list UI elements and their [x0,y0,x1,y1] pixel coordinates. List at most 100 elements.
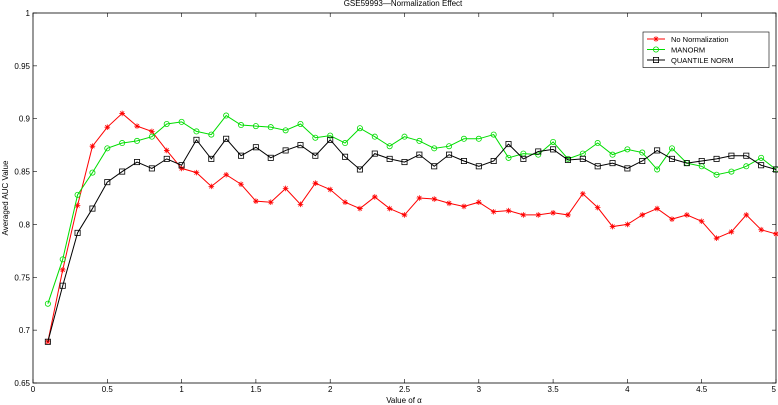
x-tick-label: 4 [625,385,630,394]
data-point [282,127,289,134]
data-point [356,166,363,173]
legend-swatch-marker [653,57,660,64]
data-point [579,155,586,162]
data-point [163,155,170,162]
data-point [639,157,646,164]
data-point [416,137,423,144]
data-point [401,159,408,166]
data-point [193,128,200,135]
data-point [327,186,333,193]
data-point [431,163,438,170]
data-point [728,168,735,175]
data-point [386,143,393,150]
series-1 [44,112,778,307]
data-point [431,145,438,152]
data-point [401,133,408,140]
data-point [639,212,646,218]
data-point [59,256,66,263]
data-point [134,137,141,144]
data-point [698,218,705,225]
data-point [253,198,259,204]
x-tick-label: 1.5 [250,385,262,394]
data-point [342,140,349,147]
data-point [505,154,512,161]
data-point [208,183,215,190]
data-point [59,282,66,289]
data-point [505,207,512,214]
data-point [44,338,51,345]
data-point [609,223,616,230]
data-point [312,134,319,141]
data-point [89,143,96,149]
y-tick-label: 0.85 [14,168,30,177]
data-point [773,166,778,173]
data-point [178,165,185,172]
data-point [460,135,467,142]
data-point [446,143,453,150]
data-point [773,231,778,237]
data-point [743,163,750,170]
data-point [357,205,363,212]
data-point [208,155,215,162]
data-point [327,136,334,143]
data-point [238,181,244,188]
data-point [416,195,423,201]
plot-frame [32,12,777,384]
data-point [609,151,616,158]
data-point [505,141,512,148]
x-tick-label: 0 [31,385,36,394]
data-point [119,168,126,175]
data-point [446,151,453,158]
data-point [564,156,571,163]
legend-label: QUANTILE NORM [671,56,734,65]
data-point [74,202,81,209]
data-point [728,229,735,235]
data-point [356,125,363,132]
data-point [208,131,215,138]
chart-title: GSE59993—Normalization Effect [344,0,463,8]
data-point [193,169,200,176]
data-point [371,194,378,200]
data-point [475,135,482,142]
y-tick-label: 0.65 [14,379,30,388]
data-point [104,179,111,186]
series-2 [44,135,778,345]
data-point [743,212,750,218]
data-point [758,154,765,161]
data-point [134,159,141,166]
data-point [342,153,349,160]
y-tick-label: 0.8 [19,220,31,229]
data-point [148,165,155,172]
data-point [520,155,527,162]
data-point [312,180,319,186]
data-point [550,210,556,216]
data-point [460,157,467,164]
data-point [713,235,720,241]
data-point [654,166,661,173]
data-point [416,151,423,158]
data-point [475,163,482,170]
x-tick-label: 4.5 [696,385,708,394]
data-point [758,162,765,169]
data-point [668,155,675,162]
data-point [594,163,601,170]
y-axis-ticks: 0.65 0.7 0.75 0.8 0.85 0.9 0.95 1 [14,9,776,388]
data-point [148,133,155,140]
data-point [371,150,378,157]
data-point [624,165,631,172]
data-point [446,200,452,207]
data-point [327,132,334,139]
data-point [134,123,140,129]
data-point [743,152,750,159]
data-point [758,226,764,233]
data-point [74,229,81,236]
legend-label: MANORM [671,46,705,55]
data-point [713,171,720,178]
x-tick-label: 1 [179,385,184,394]
y-tick-label: 0.95 [14,62,30,71]
data-point [104,145,111,152]
y-tick-label: 0.75 [14,273,30,282]
data-point [609,160,616,167]
data-point [490,157,497,164]
